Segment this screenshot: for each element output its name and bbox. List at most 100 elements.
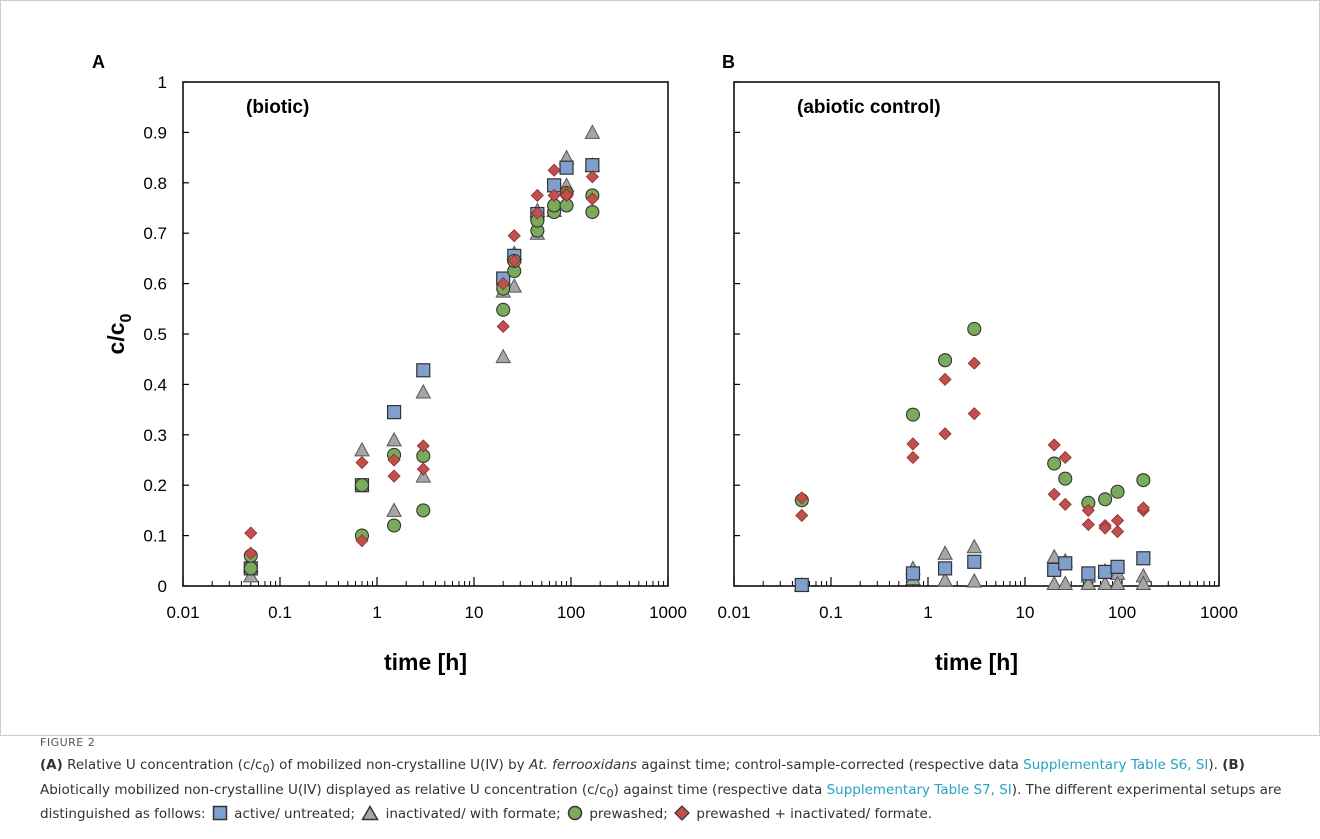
panel-b-diamond-point [906,437,920,451]
panel-b-x-axis-label: time [h] [935,649,1018,675]
supplementary-table-s6-link[interactable]: Supplementary Table S6, SI [1023,757,1209,773]
panel-a-circle-point [585,204,600,220]
caption-a-text-3: against time; control-sample-corrected (… [636,757,1024,773]
panel-a-triangle-point [495,348,512,364]
legend-square-icon [212,806,228,821]
figure-chart: A00.10.20.30.40.50.60.70.80.910.01 0.1 1 10… [0,0,1320,736]
panel-b-circle-point [905,407,921,422]
panel-a-y-tick-label: 0.3 [143,426,167,445]
panel-a-triangle-point [386,431,402,447]
panel-a-diamond-point [416,462,430,476]
panel-b-triangle-point [1135,575,1152,590]
panel-a-square-point [386,405,402,420]
panel-a-diamond-point [387,453,401,467]
panel-b-diamond-point [967,356,981,370]
panel-b-triangle-point [937,545,953,560]
legend-label-3: prewashed; [585,806,673,823]
panel-b-circle-point [938,353,953,368]
caption-b-text-1: Abiotically mobilized non-crystalline U(… [40,781,607,798]
panel-a-y-tick-label: 0.6 [143,275,167,294]
panel-a-triangle-point [386,502,402,517]
panel-a-diamond-point [530,188,544,202]
panel-a-annotation: (biotic) [246,97,309,118]
panel-a-y-tick-label: 1 [158,73,167,92]
panel-b-square-point [1058,556,1073,571]
panel-b-diamond-point [1136,501,1150,515]
panel-a-square-point [585,158,600,173]
panel-b-x-tick-label: 1 [923,603,932,622]
panel-a-diamond-point [496,319,510,334]
caption-a-label: (A) [40,757,63,773]
figure-caption: FIGURE 2 (A) Relative U concentration (c… [40,736,1300,824]
panel-a-y-tick-label: 0.2 [143,476,167,495]
legend-triangle-icon [361,805,380,821]
panel-b-triangle-point [1080,575,1097,590]
panel-a-diamond-point [585,192,599,206]
panel-b-square-point [1098,564,1113,579]
panel-a-x-axis-label: time [h] [384,649,467,675]
legend-label-2: inactivated/ with formate; [381,806,566,823]
panel-b-triangle-point [966,572,983,588]
panel-b-diamond-point [938,427,952,441]
panel-a-diamond-point [355,455,369,470]
panel-b-triangle-point [1109,575,1126,590]
panel-b-triangle-point [937,571,953,587]
panel-a-circle-point [416,503,431,518]
panel-a-y-axis-label-sub: 0 [118,313,135,322]
panel-b-diamond-point [1058,497,1072,511]
panel-a-y-tick-label: 0.5 [143,325,167,344]
panel-a-y-tick-label: 0 [158,577,167,596]
panel-b-circle-point [1110,484,1125,499]
panel-a-letter: A [92,52,105,72]
caption-sub-2: 0 [606,787,614,801]
panel-a-y-tick-label: 0.7 [143,224,167,243]
panel-a-diamond-point [507,254,521,268]
panel-b-diamond-point [906,450,920,465]
panel-a-x-tick-label: 0.1 [268,603,292,622]
panel-a-x-tick-label: 0.01 [166,603,199,622]
caption-b-label: (B) [1222,757,1245,773]
legend-circle-icon [567,806,583,821]
panel-a-diamond-point [507,229,521,243]
panel-b-square-point [937,561,953,576]
panel-b-diamond-point [1081,503,1095,517]
panel-a-circle-point [387,518,402,533]
supplementary-table-s7-link[interactable]: Supplementary Table S7, SI [826,781,1012,798]
legend-label-1: active/ untreated; [229,806,360,823]
figure-border [0,0,1320,736]
panel-b-triangle-point [1046,575,1063,590]
caption-species: At. ferrooxidans [528,757,637,773]
panel-b-diamond-point [795,508,809,523]
panel-b-diamond-point [1081,517,1095,532]
panel-b-circle-point [1098,492,1113,507]
panel-a-x-tick-label: 100 [557,603,585,622]
panel-b-x-tick-label: 0.1 [819,603,843,622]
panel-b-triangle-point [1057,575,1074,590]
panel-a-diamond-point [244,546,258,560]
panel-a-y-axis-label: c/c0 [103,313,135,354]
panel-b-square-point [1136,551,1151,566]
legend-label-4: prewashed + inactivated/ formate. [692,806,933,823]
panel-a-square-point [559,160,574,175]
panel-a-circle-point [354,478,370,493]
panel-b-circle-point [1136,473,1151,488]
panel-b-diamond-point [1058,450,1072,465]
panel-a-square-point [416,363,431,378]
panel-b-circle-point [1058,471,1073,486]
panel-a-y-tick-label: 0.9 [143,123,167,142]
panel-b-square-point [1081,566,1096,581]
panel-b-x-tick-label: 100 [1108,603,1136,622]
panel-a-diamond-point [416,439,430,453]
panel-b-square-point [905,566,921,581]
panel-b-triangle-point [966,538,983,554]
figure-label: FIGURE 2 [40,736,96,749]
panel-a-y-axis-label-main: c/c [103,322,129,354]
panel-b-diamond-point [1098,521,1112,535]
panel-b-diamond-point [1110,525,1125,539]
panel-a-x-tick-label: 1000 [649,603,687,622]
panel-a-y-tick-label: 0.8 [143,174,167,193]
panel-a-diamond-point [244,526,258,540]
panel-b-square-point [967,554,982,569]
panel-b-x-tick-label: 10 [1016,603,1035,622]
panel-a-y-tick-label: 0.1 [143,527,167,546]
